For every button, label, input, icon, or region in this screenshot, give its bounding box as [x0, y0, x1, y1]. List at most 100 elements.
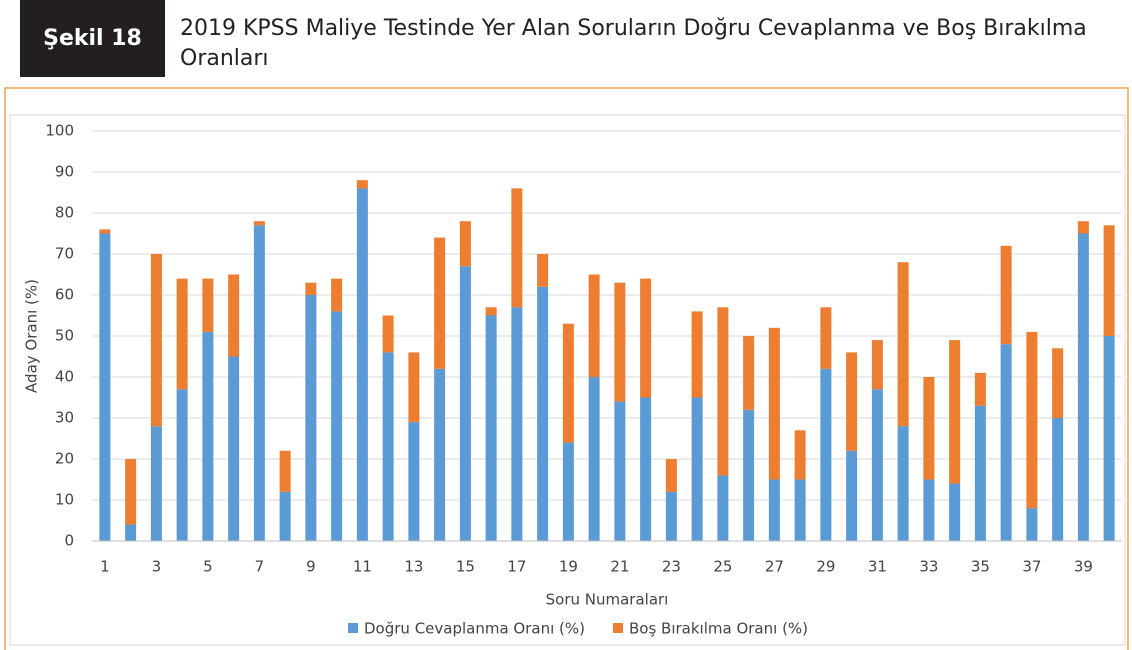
legend-label: Boş Bırakılma Oranı (%) — [629, 620, 808, 638]
bar-segment — [511, 188, 523, 308]
bar-segment — [1026, 331, 1038, 509]
bar-segment — [279, 491, 291, 541]
bar-segment — [923, 479, 935, 541]
bar-segment — [485, 307, 497, 316]
bar-segment — [150, 254, 162, 427]
bar-segment — [871, 389, 883, 541]
bar-segment — [176, 278, 188, 390]
y-tick-label: 0 — [64, 532, 74, 550]
bar-segment — [820, 307, 832, 369]
bar-segment — [717, 307, 729, 476]
bar-segment — [1000, 245, 1012, 345]
bar-segment — [537, 254, 549, 287]
bar-segment — [176, 389, 188, 541]
bar-segment — [1026, 508, 1038, 541]
x-tick-label: 13 — [404, 558, 423, 576]
y-tick-label: 20 — [55, 450, 74, 468]
chart-title: 2019 KPSS Maliye Testinde Yer Alan Sorul… — [180, 16, 1087, 71]
bar-segment — [974, 372, 986, 406]
bar-segment — [897, 426, 909, 541]
x-tick-label: 5 — [203, 558, 213, 576]
y-tick-label: 60 — [55, 286, 74, 304]
bar-segment — [459, 221, 471, 267]
bar-segment — [434, 368, 446, 541]
bar-segment — [99, 229, 111, 234]
bar-segment — [1103, 336, 1115, 541]
bar-segment — [820, 368, 832, 541]
bar-segment — [665, 491, 677, 541]
bar-segment — [228, 274, 240, 357]
bar-segment — [279, 450, 291, 492]
bar-segment — [434, 237, 446, 369]
x-tick-label: 39 — [1074, 558, 1093, 576]
x-tick-label: 23 — [662, 558, 681, 576]
bar-segment — [150, 426, 162, 541]
x-tick-label: 29 — [816, 558, 835, 576]
bar-segment — [382, 315, 394, 353]
bar-segment — [949, 483, 961, 541]
bar-segment — [202, 331, 214, 541]
bar-segment — [1077, 233, 1089, 541]
y-tick-label: 30 — [55, 409, 74, 427]
bar-segment — [305, 282, 317, 295]
x-tick-label: 33 — [919, 558, 938, 576]
legend-swatch — [613, 623, 623, 633]
bar-segment — [717, 475, 729, 541]
x-tick-label: 37 — [1022, 558, 1041, 576]
y-axis-title: Aday Oranı (%) — [23, 279, 41, 393]
x-tick-label: 35 — [971, 558, 990, 576]
bar-segment — [356, 180, 368, 189]
bar-segment — [331, 311, 343, 541]
bar-segment — [614, 282, 626, 402]
bar-segment — [691, 311, 703, 398]
x-tick-label: 21 — [610, 558, 629, 576]
y-tick-label: 100 — [45, 122, 74, 140]
bar-segment — [253, 225, 265, 542]
bar-segment — [949, 340, 961, 484]
bar-segment — [768, 327, 780, 480]
bar-segment — [202, 278, 214, 332]
bar-segment — [1052, 348, 1064, 418]
bar-segment — [588, 377, 600, 541]
y-tick-label: 10 — [55, 491, 74, 509]
bar-segment — [228, 356, 240, 541]
x-tick-label: 31 — [868, 558, 887, 576]
y-tick-label: 90 — [55, 163, 74, 181]
frame — [4, 87, 1129, 650]
bar-segment — [562, 323, 574, 443]
x-tick-label: 27 — [765, 558, 784, 576]
bar-segment — [923, 377, 935, 480]
legend-label: Doğru Cevaplanma Oranı (%) — [364, 620, 585, 638]
bar-segment — [1000, 344, 1012, 541]
bar-segment — [640, 278, 652, 398]
figure-label: Şekil 18 — [20, 0, 165, 77]
y-tick-label: 70 — [55, 245, 74, 263]
bar-segment — [794, 430, 806, 480]
bar-segment — [459, 266, 471, 541]
bar-segment — [614, 401, 626, 541]
x-axis-title: Soru Numaraları — [546, 591, 669, 609]
y-tick-label: 80 — [55, 204, 74, 222]
bar-segment — [331, 278, 343, 312]
x-tick-label: 1 — [100, 558, 110, 576]
bar-segment — [743, 409, 755, 541]
bar-segment — [382, 352, 394, 541]
bar-segment — [99, 233, 111, 541]
bar-segment — [794, 479, 806, 541]
bar-segment — [408, 352, 420, 423]
x-tick-label: 3 — [152, 558, 162, 576]
bar-segment — [511, 307, 523, 541]
plot-border — [9, 114, 1126, 646]
y-tick-label: 40 — [55, 368, 74, 386]
bar-segment — [408, 422, 420, 541]
bar-segment — [537, 286, 549, 541]
bar-segment — [253, 221, 265, 226]
bar-segment — [1052, 418, 1064, 541]
bar-segment — [588, 274, 600, 377]
bar-segment — [125, 524, 137, 541]
x-tick-label: 19 — [559, 558, 578, 576]
legend-swatch — [348, 623, 358, 633]
bar-segment — [743, 336, 755, 410]
